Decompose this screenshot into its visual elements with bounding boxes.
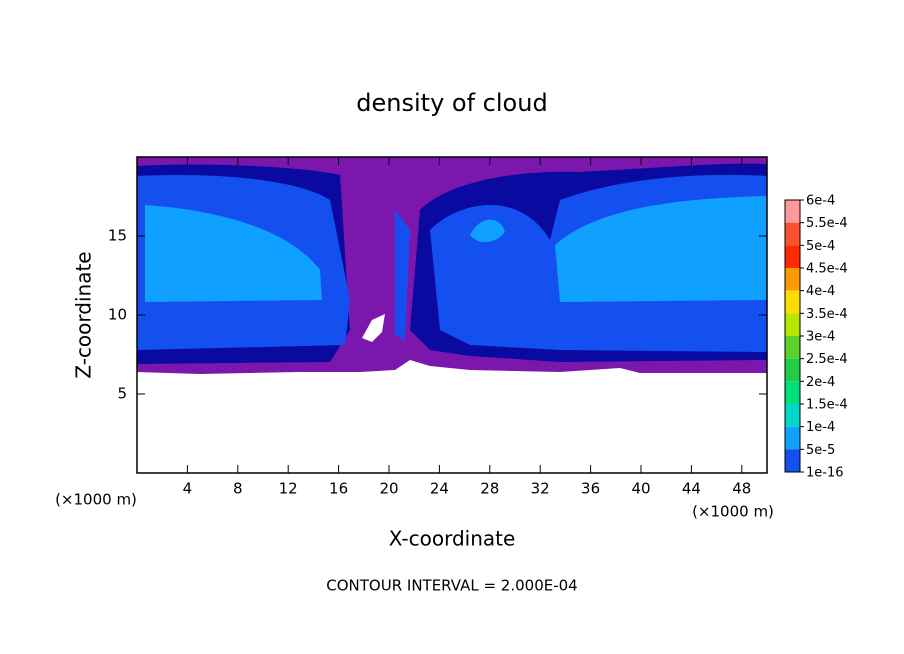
colorbar-label: 5e-4 (806, 239, 835, 254)
colorbar-label: 6e-4 (806, 194, 835, 209)
y-tick-label: 15 (108, 227, 127, 245)
colorbar-label: 2e-4 (806, 375, 835, 390)
x-tick-label: 8 (233, 480, 243, 498)
colorbar-label: 1e-4 (806, 420, 835, 435)
colorbar-box (785, 245, 800, 268)
x-axis-label: X-coordinate (389, 527, 516, 551)
x-tick-label: 48 (732, 480, 751, 498)
field-lightblue (145, 196, 767, 302)
colorbar-label: 1e-16 (806, 466, 844, 481)
x-tick-label: 44 (682, 480, 701, 498)
x-tick-label: 12 (279, 480, 298, 498)
x-tick-label: 36 (581, 480, 600, 498)
colorbar-box (785, 449, 800, 472)
colorbar-label: 2.5e-4 (806, 352, 848, 367)
y-axis-label: Z-coordinate (72, 251, 96, 378)
colorbar-label: 5.5e-4 (806, 216, 848, 231)
colorbar-label: 1.5e-4 (806, 398, 848, 413)
contour-field (137, 157, 767, 374)
colorbar-box (785, 426, 800, 450)
x-tick-label: 20 (379, 480, 398, 498)
colorbar-box (785, 268, 800, 291)
colorbar-label: 3e-4 (806, 330, 835, 345)
colorbar-box (785, 222, 800, 246)
colorbar-box (785, 358, 800, 382)
colorbar-box (785, 290, 800, 314)
y-unit: (×1000 m) (692, 503, 774, 521)
x-tick-label: 4 (183, 480, 193, 498)
y-tick-label: 5 (117, 385, 127, 403)
colorbar-box (785, 313, 800, 336)
colorbar-box (785, 200, 800, 223)
x-tick-label: 32 (531, 480, 550, 498)
y-tick-label: 10 (108, 306, 127, 324)
colorbar-label: 4.5e-4 (806, 262, 848, 277)
colorbar-box (785, 381, 800, 404)
colorbar-label: 5e-5 (806, 443, 835, 458)
x-tick-label: 40 (631, 480, 650, 498)
x-unit: (×1000 m) (55, 491, 137, 509)
field-white (362, 314, 385, 342)
x-tick-label: 16 (329, 480, 348, 498)
x-tick-label: 24 (430, 480, 449, 498)
footer: CONTOUR INTERVAL = 2.000E-04 (326, 577, 577, 595)
colorbar-label: 4e-4 (806, 284, 835, 299)
chart-title: density of cloud (356, 89, 547, 117)
x-tick-label: 28 (480, 480, 499, 498)
colorbar-label: 3.5e-4 (806, 307, 848, 322)
colorbar-box (785, 336, 800, 359)
colorbar-box (785, 404, 800, 427)
